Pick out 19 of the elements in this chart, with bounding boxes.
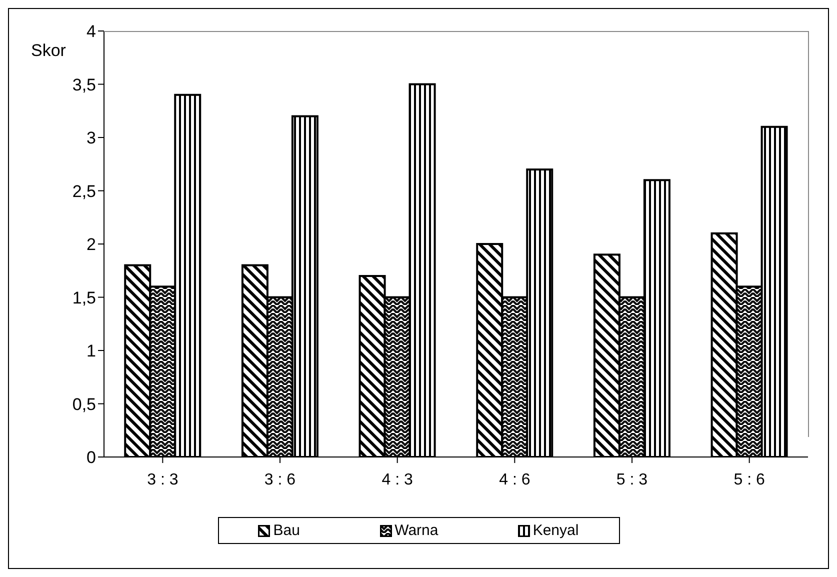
y-tick-label: 2 <box>86 235 96 254</box>
y-tick-label: 3,5 <box>72 75 96 94</box>
legend-label: Kenyal <box>532 522 579 539</box>
legend-label: Warna <box>394 522 438 539</box>
legend-label: Bau <box>272 522 300 539</box>
y-tick-label: 0,5 <box>72 394 96 414</box>
y-tick-label: 0 <box>86 448 96 468</box>
x-tick-label: 4 : 6 <box>499 471 530 488</box>
y-tick-label: 4 <box>86 22 96 42</box>
x-tick-label: 5 : 6 <box>734 471 765 488</box>
x-tick-label: 3 : 3 <box>147 471 178 488</box>
y-tick-label: 1,5 <box>72 288 96 308</box>
x-tick-label: 4 : 3 <box>382 471 413 488</box>
y-tick-label: 3 <box>86 128 96 148</box>
x-tick-label: 5 : 3 <box>616 471 648 488</box>
x-tick-label: 3 : 6 <box>264 471 296 488</box>
y-tick-label: 1 <box>86 342 96 361</box>
y-axis-title: Skor <box>31 41 66 61</box>
y-tick-label: 2,5 <box>72 182 96 201</box>
